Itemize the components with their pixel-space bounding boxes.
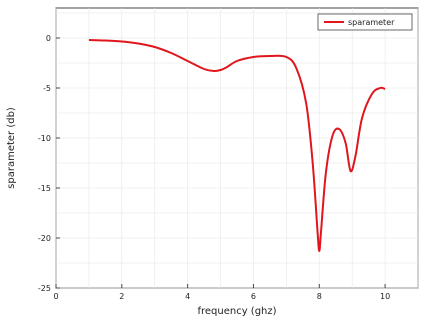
x-tick-label: 8 bbox=[317, 292, 322, 301]
x-tick-label: 4 bbox=[185, 292, 190, 301]
series-line-sparameter bbox=[88, 39, 386, 252]
y-tick-label: 0 bbox=[46, 34, 51, 43]
x-tick-label: 10 bbox=[380, 292, 390, 301]
x-tick-label: 6 bbox=[251, 292, 256, 301]
y-tick-label: -5 bbox=[43, 84, 51, 93]
x-tick-label: 0 bbox=[53, 292, 58, 301]
x-tick-label: 2 bbox=[119, 292, 124, 301]
grid-lines bbox=[55, 8, 419, 289]
legend: sparameter bbox=[317, 13, 413, 31]
x-axis-label: frequency (ghz) bbox=[197, 306, 276, 317]
plot-area bbox=[55, 7, 419, 289]
y-tick-label: -10 bbox=[38, 134, 51, 143]
legend-box bbox=[317, 13, 413, 31]
legend-label-sparameter: sparameter bbox=[348, 18, 395, 27]
y-tick-label: -20 bbox=[38, 234, 51, 243]
y-tick-label: -25 bbox=[38, 284, 51, 293]
series-layer bbox=[88, 39, 386, 252]
y-axis-label: sparameter (db) bbox=[6, 107, 17, 189]
y-tick-label: -15 bbox=[38, 184, 51, 193]
y-axis-ticks: 0 -5 -10 -15 -20 -25 bbox=[38, 34, 60, 293]
x-axis-ticks: 0 2 4 6 8 10 bbox=[53, 284, 390, 301]
